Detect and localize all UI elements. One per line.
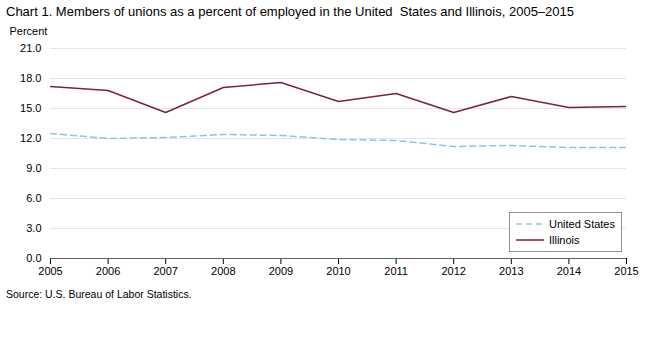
- svg-text:2007: 2007: [153, 265, 177, 277]
- svg-text:2013: 2013: [499, 265, 523, 277]
- svg-text:2014: 2014: [557, 265, 581, 277]
- svg-text:2015: 2015: [614, 265, 638, 277]
- svg-text:0.0: 0.0: [26, 252, 41, 264]
- html-text:Source: U.S. Bureau of Labor S: Source: U.S. Bureau of Labor Statistics.: [6, 288, 192, 300]
- svg-text:2005: 2005: [38, 265, 62, 277]
- svg-text:6.0: 6.0: [26, 192, 41, 204]
- svg-text:12.0: 12.0: [20, 132, 41, 144]
- svg-text:2010: 2010: [326, 265, 350, 277]
- html-text:United States: United States: [549, 218, 615, 230]
- svg-text:2011: 2011: [384, 265, 408, 277]
- svg-text:2008: 2008: [211, 265, 235, 277]
- svg-text:2006: 2006: [96, 265, 120, 277]
- svg-text:15.0: 15.0: [20, 102, 41, 114]
- svg-text:3.0: 3.0: [26, 222, 41, 234]
- svg-text:18.0: 18.0: [20, 72, 41, 84]
- svg-text:Percent: Percent: [10, 25, 48, 37]
- html-text:Chart 1. Members of unions as: Chart 1. Members of unions as a percent …: [6, 4, 574, 19]
- svg-text:2009: 2009: [269, 265, 293, 277]
- svg-text:21.0: 21.0: [20, 42, 41, 54]
- svg-text:2012: 2012: [441, 265, 465, 277]
- html-text:Illinois: Illinois: [549, 234, 580, 246]
- svg-text:9.0: 9.0: [26, 162, 41, 174]
